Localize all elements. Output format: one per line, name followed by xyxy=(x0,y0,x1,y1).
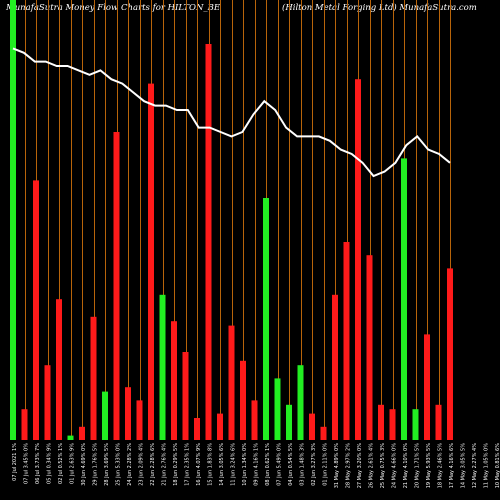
date-label: 01 Jun 2.11% 0% xyxy=(323,443,329,486)
date-label: 17 Jun 2.35% 1% xyxy=(185,443,191,486)
date-label: 17 May 4.16% 6% xyxy=(449,443,455,489)
date-label: 18 May 2.46% 5% xyxy=(438,443,444,489)
date-label: 14 Jun 3.05% 6% xyxy=(219,443,225,486)
flow-bar xyxy=(10,0,16,440)
flow-bar xyxy=(159,294,166,440)
flow-bar xyxy=(274,378,281,440)
flow-bar xyxy=(447,268,453,440)
flow-bar xyxy=(182,352,189,440)
date-label: 16 Jun 4.07% 9% xyxy=(196,443,202,486)
date-label: 12 May 2.27% 4% xyxy=(472,443,478,489)
flow-bar xyxy=(56,299,62,440)
date-label: 06 Jul 3.73% 7% xyxy=(35,443,41,484)
date-label: 25 Jun 5.33% 0% xyxy=(116,443,122,486)
flow-bar xyxy=(424,334,430,440)
date-label: 10 Jun 1.34% 0% xyxy=(242,443,248,486)
company-name: (Hilton Metal Forging Ltd) MunafaSutra.c… xyxy=(282,3,477,13)
date-label: 18 Jun 0.29% 5% xyxy=(173,443,179,486)
chart-title: MunafaSutra Money Flow Charts for HILTON… xyxy=(6,3,221,13)
flow-bar xyxy=(33,180,39,440)
date-label: 05 Jul 0.34% 9% xyxy=(47,443,53,484)
flow-bar xyxy=(412,409,419,440)
date-label: 10 May 0.81% 6% xyxy=(495,443,500,489)
date-label: 31 May 4.89% 0% xyxy=(334,443,340,489)
flow-bar xyxy=(21,409,28,440)
flow-bar xyxy=(263,198,269,440)
date-label: 09 Jun 4.16% 1% xyxy=(254,443,260,486)
date-label: 24 May 4.66% 0% xyxy=(392,443,398,489)
date-label: 08 Jun 0.62% 1% xyxy=(265,443,271,486)
date-label: 24 Jun 2.28% 2% xyxy=(127,443,133,486)
flow-bar xyxy=(113,132,120,440)
flow-bar xyxy=(67,435,74,440)
flow-bar xyxy=(228,325,235,440)
date-label: 20 May 1.71% 5% xyxy=(415,443,421,489)
flow-bar xyxy=(136,400,143,440)
date-label: 21 Jun 2.76% 4% xyxy=(162,443,168,486)
price-line xyxy=(12,47,451,178)
date-label: 29 Jun 1.76% 5% xyxy=(93,443,99,486)
date-label: 04 Jun 0.54% 5% xyxy=(288,443,294,486)
flow-bar xyxy=(332,294,338,440)
date-label: 11 May 1.05% 0% xyxy=(484,443,490,489)
date-label: 25 May 0.75% 3% xyxy=(380,443,386,489)
flow-bar xyxy=(366,255,373,440)
flow-bar xyxy=(401,158,407,440)
flow-bar xyxy=(90,316,97,440)
flow-bar xyxy=(148,83,154,440)
flow-bar xyxy=(44,365,51,440)
date-label: 03 Jun 1.48% 3% xyxy=(300,443,306,486)
date-label: 27 May 3.20% 0% xyxy=(357,443,363,489)
flow-bar xyxy=(79,426,85,440)
flow-bar xyxy=(171,321,177,440)
date-label: 11 Jun 3.24% 6% xyxy=(231,443,237,486)
date-label: 19 May 5.93% 5% xyxy=(426,443,432,489)
flow-bar xyxy=(240,360,246,440)
date-label: 07 Jul 3.45% 0% xyxy=(24,443,30,484)
flow-bar xyxy=(320,426,327,440)
date-label: 02 Jun 3.27% 3% xyxy=(311,443,317,486)
flow-bar xyxy=(343,242,350,440)
date-label: 23 Jun 2.09% 4% xyxy=(139,443,145,486)
date-label: 21 May 4.10% 0% xyxy=(403,443,409,489)
flow-bar xyxy=(286,404,292,440)
flow-bar xyxy=(389,409,396,440)
flow-bar xyxy=(378,404,384,440)
flow-bar xyxy=(194,418,200,440)
flow-bar xyxy=(205,44,212,440)
date-label: 26 May 2.61% 4% xyxy=(369,443,375,489)
date-label: 22 Jun 2.28% 6% xyxy=(150,443,156,486)
flow-bar xyxy=(435,404,442,440)
flow-bar xyxy=(309,413,315,440)
flow-bar xyxy=(355,79,361,440)
flow-bar xyxy=(297,365,304,440)
date-label: 01 Jul 2.63% 9% xyxy=(70,443,76,484)
date-label: 15 Jun 1.83% 8% xyxy=(208,443,214,486)
date-label: 30 Jun 4.69% 0% xyxy=(81,443,87,486)
flow-bar xyxy=(251,400,258,440)
flow-bar xyxy=(102,391,108,440)
date-label: 02 Jul 0.52% 1% xyxy=(58,443,64,484)
date-label: 14 May 3.05% 5% xyxy=(461,443,467,489)
date-label: 28 Jun 3.69% 5% xyxy=(104,443,110,486)
date-label: 07 Jun 5.49% 0% xyxy=(277,443,283,486)
flow-bar xyxy=(125,387,131,440)
flow-bar xyxy=(217,413,223,440)
date-label: 07 Jul 2021 1% xyxy=(12,443,18,481)
date-label: 28 May 2.97% 2% xyxy=(346,443,352,489)
